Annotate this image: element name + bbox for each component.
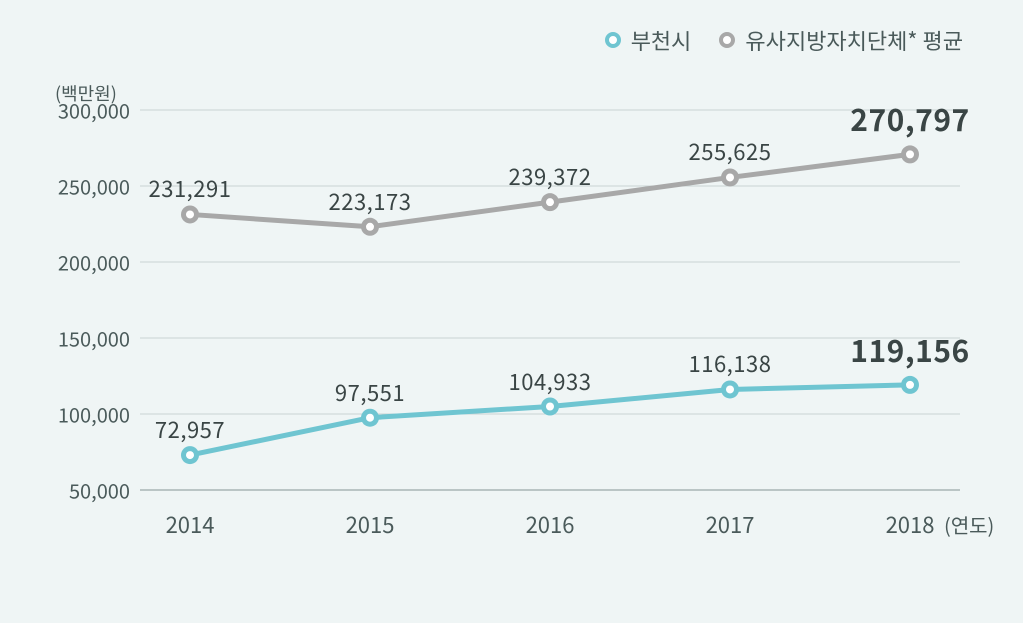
y-tick-label: 300,000 [40, 96, 130, 125]
data-label-similar: 270,797 [850, 96, 969, 140]
x-axis-unit: (연도) [944, 510, 994, 539]
y-tick-label: 150,000 [40, 324, 130, 353]
x-tick-label: 2018 [886, 508, 935, 540]
x-tick-label: 2017 [706, 508, 755, 540]
line-chart [0, 0, 1023, 623]
data-label-similar: 239,372 [509, 160, 592, 192]
x-tick-label: 2014 [166, 508, 215, 540]
y-tick-label: 50,000 [40, 476, 130, 505]
data-label-similar: 255,625 [689, 135, 772, 167]
x-tick-label: 2015 [346, 508, 395, 540]
data-label-bucheon: 104,933 [509, 365, 592, 397]
data-label-bucheon: 72,957 [155, 413, 225, 445]
data-label-bucheon: 97,551 [335, 376, 405, 408]
data-label-bucheon: 116,138 [689, 347, 772, 379]
data-label-similar: 231,291 [149, 172, 232, 204]
x-tick-label: 2016 [526, 508, 575, 540]
data-label-bucheon: 119,156 [850, 327, 969, 371]
data-label-similar: 223,173 [329, 185, 412, 217]
y-tick-label: 200,000 [40, 248, 130, 277]
y-tick-label: 100,000 [40, 400, 130, 429]
y-tick-label: 250,000 [40, 172, 130, 201]
